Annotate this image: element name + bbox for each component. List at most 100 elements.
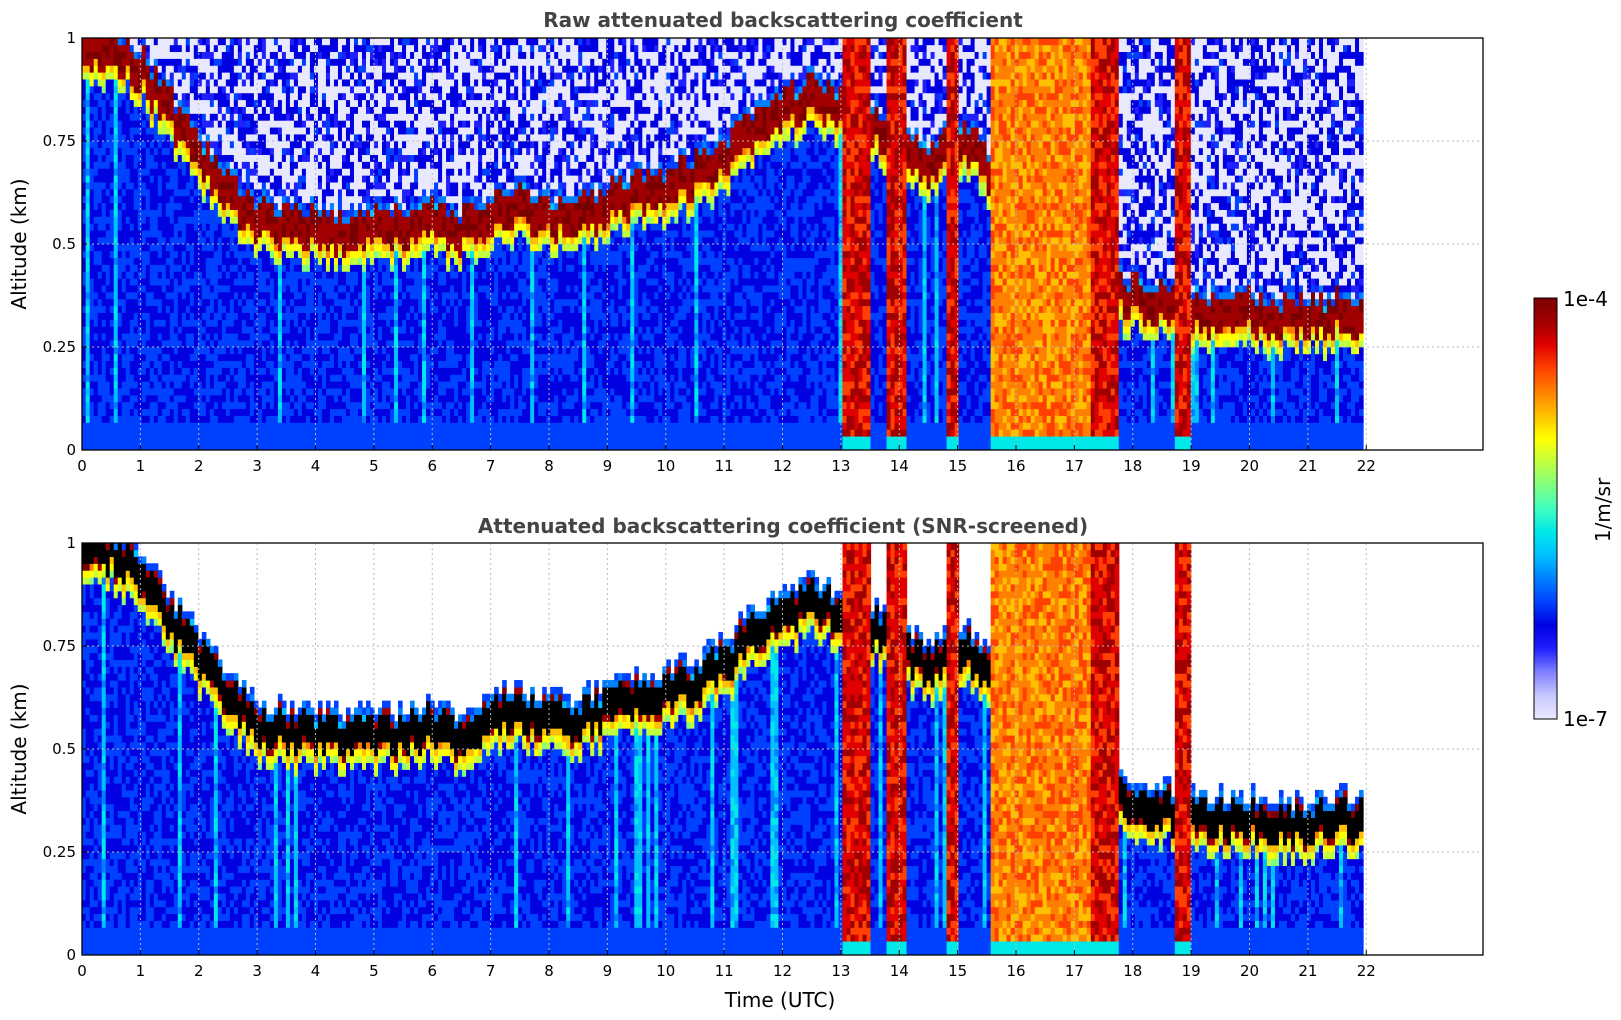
heatmap-cell: [113, 429, 119, 437]
heatmap-cell: [386, 394, 391, 403]
heatmap-cell: [325, 106, 331, 114]
heatmap-cell: [241, 415, 247, 423]
heatmap-cell: [169, 65, 175, 73]
heatmap-cell: [225, 442, 231, 451]
heatmap-cell: [201, 264, 207, 272]
heatmap-cell: [81, 312, 87, 320]
heatmap-cell: [313, 51, 319, 59]
heatmap-cell: [305, 181, 311, 190]
heatmap-cell: [133, 99, 139, 107]
heatmap-cell: [241, 140, 247, 149]
heatmap-cell: [361, 250, 367, 259]
heatmap-cell: [273, 140, 279, 149]
heatmap-cell: [161, 401, 167, 410]
heatmap-cell: [253, 319, 259, 327]
heatmap-cell: [305, 264, 311, 272]
heatmap-cell: [241, 78, 247, 87]
heatmap-cell: [217, 44, 223, 53]
heatmap-cell: [365, 37, 371, 46]
heatmap-cell: [221, 374, 227, 382]
heatmap-cell: [382, 175, 387, 183]
heatmap-cell: [193, 236, 199, 245]
heatmap-cell: [374, 51, 379, 59]
heatmap-cell: [249, 360, 255, 368]
heatmap-cell: [205, 305, 211, 313]
heatmap-cell: [201, 236, 207, 245]
heatmap-cell: [101, 298, 107, 307]
heatmap-cell: [386, 78, 391, 87]
heatmap-cell: [386, 202, 391, 210]
heatmap-cell: [313, 346, 319, 355]
heatmap-cell: [189, 51, 195, 59]
heatmap-cell: [89, 243, 95, 252]
heatmap-cell: [382, 92, 387, 101]
heatmap-cell: [281, 435, 287, 444]
heatmap-cell: [149, 133, 155, 142]
heatmap-cell: [145, 195, 151, 204]
heatmap-cell: [97, 236, 103, 245]
heatmap-cell: [337, 408, 343, 416]
heatmap-cell: [117, 58, 123, 66]
heatmap-cell: [378, 284, 383, 293]
heatmap-cell: [129, 37, 135, 46]
heatmap-cell: [209, 133, 215, 142]
heatmap-cell: [406, 257, 411, 265]
heatmap-cell: [374, 435, 379, 444]
heatmap-cell: [289, 381, 295, 389]
heatmap-cell: [301, 202, 307, 210]
heatmap-cell: [325, 319, 331, 327]
heatmap-cell: [141, 92, 147, 101]
heatmap-cell: [353, 271, 359, 279]
heatmap-cell: [129, 168, 135, 176]
heatmap-cell: [189, 85, 195, 94]
heatmap-cell: [257, 271, 263, 279]
heatmap-cell: [309, 65, 315, 73]
heatmap-cell: [105, 92, 111, 101]
heatmap-cell: [109, 332, 115, 341]
heatmap-cell: [301, 374, 307, 382]
heatmap-cell: [382, 126, 387, 135]
heatmap-cell: [297, 126, 303, 135]
heatmap-cell: [281, 367, 287, 375]
heatmap-cell: [213, 408, 219, 416]
heatmap-cell: [233, 271, 239, 279]
heatmap-cell: [229, 435, 235, 444]
heatmap-cell: [141, 346, 147, 355]
heatmap-cell: [241, 216, 247, 224]
heatmap-cell: [325, 99, 331, 107]
heatmap-cell: [406, 284, 411, 293]
heatmap-cell: [121, 374, 127, 382]
heatmap-cell: [414, 429, 419, 437]
heatmap-cell: [101, 332, 107, 341]
heatmap-cell: [237, 250, 243, 259]
heatmap-cell: [153, 312, 159, 320]
heatmap-cell: [121, 209, 127, 217]
heatmap-cell: [341, 250, 347, 259]
heatmap-cell: [105, 181, 111, 190]
heatmap-cell: [233, 58, 239, 66]
heatmap-cell: [273, 58, 279, 66]
heatmap-cell: [101, 346, 107, 355]
heatmap-cell: [414, 435, 419, 444]
heatmap-cell: [386, 442, 391, 451]
heatmap-cell: [325, 92, 331, 101]
heatmap-cell: [337, 65, 343, 73]
heatmap-cell: [165, 92, 171, 101]
heatmap-cell: [402, 120, 407, 128]
heatmap-cell: [221, 99, 227, 107]
heatmap-cell: [349, 175, 355, 183]
heatmap-cell: [345, 154, 351, 162]
heatmap-cell: [297, 202, 303, 210]
heatmap-cell: [105, 257, 111, 265]
heatmap-cell: [382, 229, 387, 238]
heatmap-cell: [201, 346, 207, 355]
heatmap-cell: [361, 394, 367, 403]
heatmap-cell: [145, 408, 151, 416]
heatmap-cell: [189, 401, 195, 410]
heatmap-cell: [337, 140, 343, 149]
heatmap-cell: [341, 168, 347, 176]
heatmap-cell: [313, 271, 319, 279]
heatmap-cell: [289, 305, 295, 313]
heatmap-cell: [229, 44, 235, 53]
heatmap-cell: [113, 78, 119, 87]
